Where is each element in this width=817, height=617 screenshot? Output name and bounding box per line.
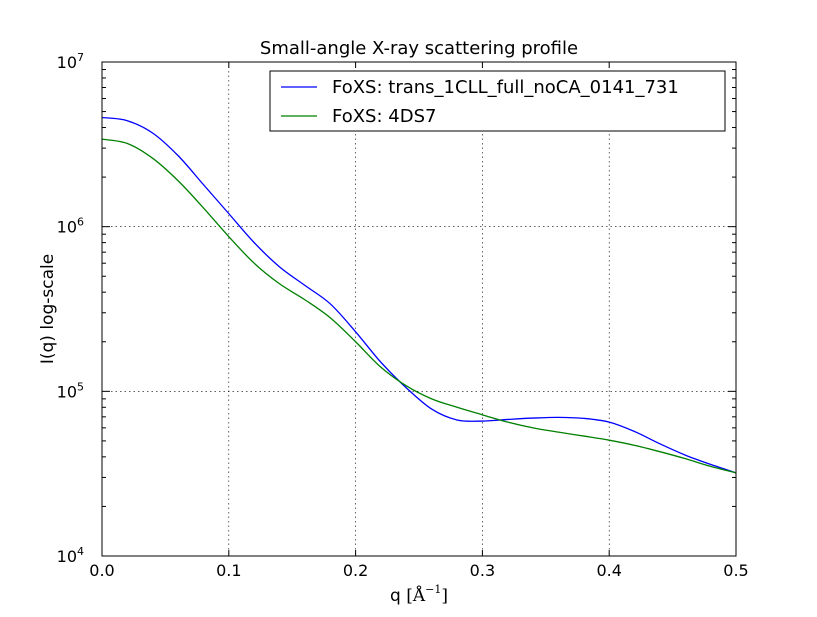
x-axis-label-close: ] [441,586,448,606]
x-tick-label: 0.3 [470,561,495,580]
grid [102,62,736,556]
legend-label-series-2: FoXS: 4DS7 [332,106,436,127]
chart-title: Small-angle X-ray scattering profile [260,38,578,59]
x-axis-label-exp: −1 [425,583,441,596]
x-tick-label: 0.2 [343,561,368,580]
y-axis-label: I(q) log-scale [38,254,58,364]
legend-box [269,70,726,132]
legend-label-series-1: FoXS: trans_1CLL_full_noCA_0141_731 [332,77,679,98]
x-tick-label: 0.5 [723,561,748,580]
x-axis-label-unit: [Å [406,585,426,606]
x-tick-label: 0.1 [216,561,241,580]
x-tick-label: 0.0 [89,561,114,580]
series-line-1 [101,116,737,474]
series-line-2 [101,138,737,474]
y-tick-label: 106 [57,216,84,237]
x-tick-label: 0.4 [596,561,621,580]
x-axis-label: q [Å−1] [390,583,448,606]
tick-labels: 0.0 0.1 0.2 0.3 0.4 0.5 104 105 106 107 [57,51,749,580]
y-tick-label: 105 [57,380,84,401]
y-tick-label: 107 [57,51,84,72]
axis-ticks [101,61,737,557]
series-lines [101,116,737,474]
legend: FoXS: trans_1CLL_full_noCA_0141_731 FoXS… [269,70,726,132]
x-axis-label-main: q [390,586,406,606]
plot-frame [101,61,737,557]
y-tick-label: 104 [57,545,84,566]
